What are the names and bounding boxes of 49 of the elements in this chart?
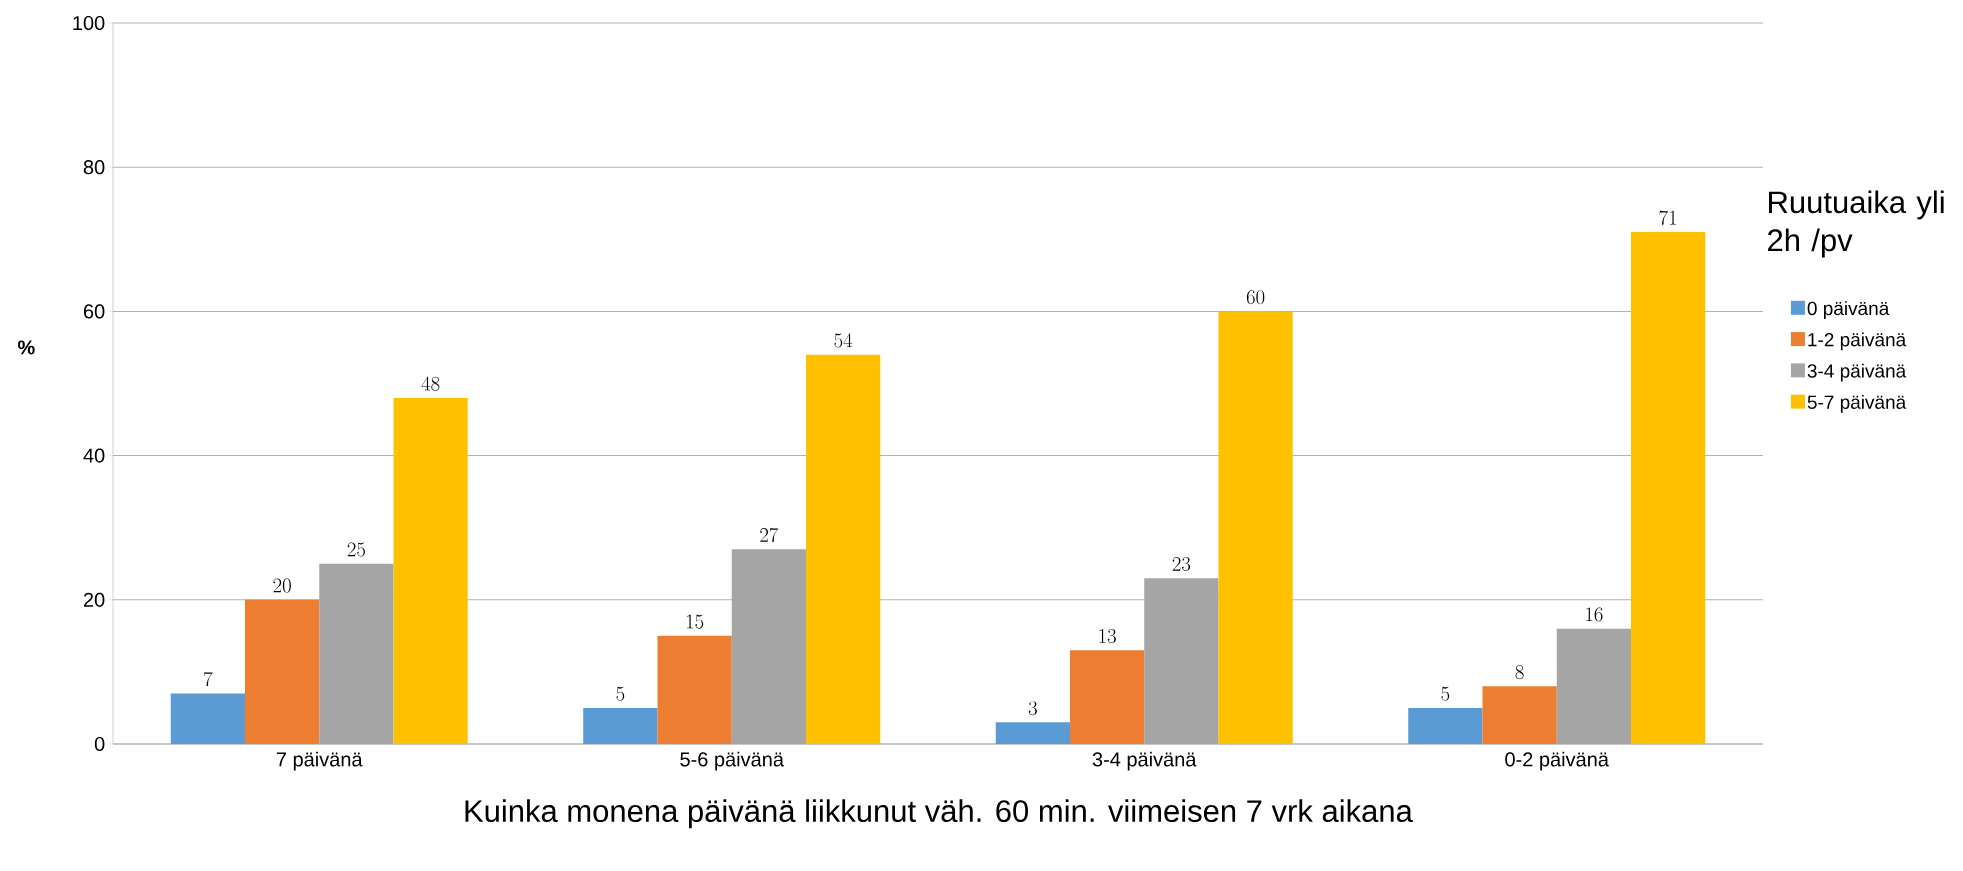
- data-label: 27: [760, 527, 779, 543]
- bar: [1408, 707, 1483, 744]
- data-label: 5: [1441, 686, 1450, 701]
- data-label: 60: [1246, 290, 1265, 305]
- data-label: 25: [347, 542, 365, 557]
- y-tick-label: 60: [83, 304, 105, 319]
- bar: [995, 722, 1070, 744]
- bar: [1069, 650, 1145, 744]
- bar: [657, 635, 732, 744]
- data-label: 48: [421, 376, 440, 391]
- data-label: 16: [1586, 607, 1603, 622]
- x-axis-title: Kuinka monena päivänä liikkunut väh. 60 min. viimeisen 7 vrk aikana: [465, 799, 1413, 829]
- y-tick-label: 80: [83, 160, 105, 175]
- data-label: 5: [616, 686, 625, 701]
- data-label: 71: [1659, 210, 1677, 225]
- bar: [393, 397, 468, 744]
- data-label: 54: [834, 333, 853, 348]
- bar: [1630, 232, 1706, 744]
- bar: [1556, 628, 1631, 744]
- y-tick-label: 20: [83, 592, 105, 607]
- bar: [245, 599, 320, 744]
- bar: [731, 549, 806, 744]
- legend-title: Ruutuaika yli 2h /pv: [1768, 190, 1944, 258]
- y-tick-label: 40: [83, 448, 105, 463]
- legend-label: 1-2 päivänä: [1808, 332, 1907, 351]
- bar: [1482, 686, 1557, 744]
- data-label: 15: [686, 614, 704, 629]
- bar: [583, 707, 658, 744]
- data-label: 23: [1172, 556, 1191, 571]
- bar: [1144, 578, 1219, 744]
- data-label: 3: [1028, 701, 1037, 716]
- y-tick-label: 0: [94, 736, 105, 752]
- data-label: 13: [1099, 629, 1116, 644]
- y-axis-title: %: [17, 340, 35, 355]
- y-tick-label: 100: [73, 15, 105, 31]
- legend-label: 5-7 päivänä: [1807, 394, 1907, 413]
- x-tick-label: 5-6 päivänä: [680, 751, 784, 771]
- data-label: 7: [204, 671, 213, 687]
- bar: [319, 563, 394, 744]
- bar: [1218, 311, 1293, 744]
- bar: [170, 693, 245, 744]
- x-tick-label: 0-2 päivänä: [1505, 751, 1609, 771]
- x-tick-label: 7 päivänä: [276, 751, 363, 771]
- data-label: 8: [1515, 665, 1524, 680]
- x-tick-label: 3-4 päivänä: [1092, 751, 1197, 771]
- data-label: 20: [273, 578, 291, 593]
- bar: [805, 354, 881, 744]
- legend-label: 0 päivänä: [1807, 301, 1890, 319]
- legend-label: 3-4 päivänä: [1807, 363, 1907, 382]
